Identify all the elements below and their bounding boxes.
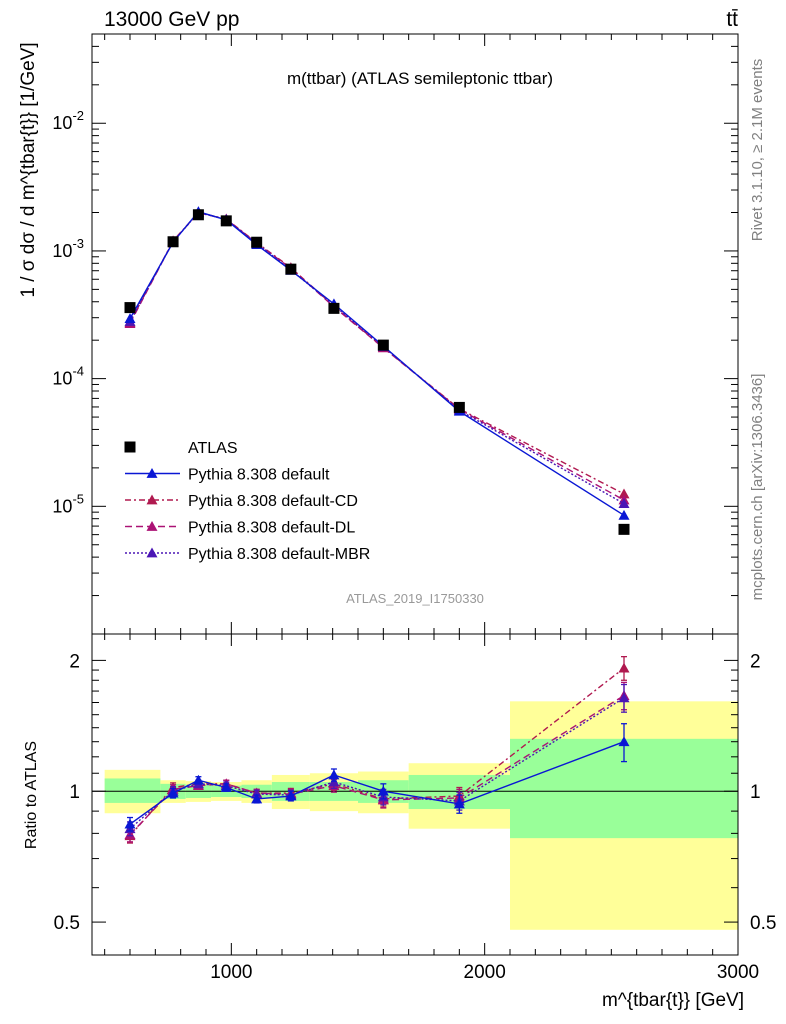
legend-marker [146, 547, 158, 558]
ratio-point [377, 785, 389, 796]
legend-entry: Pythia 8.308 default [188, 467, 330, 484]
ratio-point [618, 736, 630, 747]
ratio-frame [91, 633, 739, 956]
ratio-series-line [129, 741, 625, 825]
legend-entry: Pythia 8.308 default-CD [188, 493, 358, 510]
ratio-band-inner [104, 778, 161, 803]
main-frame [91, 33, 739, 635]
ratio-point [167, 787, 179, 798]
ratio-y-axis-title: Ratio to ATLAS [23, 741, 40, 849]
legend-entry-data: ATLAS [188, 440, 238, 457]
x-axis-title: m^{tbar{t}} [GeV] [602, 990, 744, 1011]
ratio-point [618, 692, 630, 703]
data-point [377, 339, 389, 351]
main-y-axis-title: 1 / σ dσ / d m^{tbar{t}} [1/GeV] [18, 42, 39, 297]
ratio-y-tick-label-right: 1 [750, 782, 761, 803]
plot-title: m(ttbar) (ATLAS semileptonic ttbar) [287, 69, 553, 88]
data-point [220, 215, 232, 227]
legend-marker [124, 441, 136, 453]
legend-marker [146, 494, 158, 505]
y-tick-label: 10-3 [52, 236, 84, 261]
ratio-point [220, 781, 232, 792]
legend-marker [146, 468, 158, 478]
series-line [129, 210, 625, 516]
series-point [618, 498, 630, 509]
ratio-point [618, 662, 630, 673]
legend-entry: Pythia 8.308 default-DL [188, 520, 355, 537]
mcplots-label: mcplots.cern.ch [arXiv:1306.3436] [749, 374, 766, 601]
ratio-point [285, 790, 297, 801]
ratio-point [328, 769, 340, 780]
ratio-y-tick-label-left: 2 [69, 651, 80, 672]
data-point [328, 302, 340, 314]
data-point [192, 209, 204, 221]
x-tick-label: 2000 [464, 962, 506, 983]
data-point [167, 236, 179, 248]
x-tick-label: 3000 [717, 962, 759, 983]
series-point [618, 488, 630, 499]
y-tick-label: 10-5 [52, 491, 84, 516]
ratio-panel: 0.5 0.5 1 1 2 2 [54, 633, 776, 956]
data-point [618, 523, 630, 535]
y-tick-label: 10-4 [52, 364, 84, 389]
data-point [453, 401, 465, 413]
series-point [618, 509, 630, 520]
ratio-y-tick-label-left: 0.5 [54, 913, 80, 934]
ratio-y-tick-label-right: 0.5 [750, 913, 776, 934]
ratio-point [192, 774, 204, 785]
ratio-point [453, 798, 465, 809]
process-label: tt̄ [726, 8, 738, 31]
main-panel: m(ttbar) (ATLAS semileptonic ttbar) ATLA… [52, 33, 739, 635]
ratio-series-line [129, 697, 625, 830]
beam-energy-label: 13000 GeV pp [104, 8, 239, 31]
y-tick-label: 10-2 [52, 108, 84, 133]
ratio-point [251, 793, 263, 804]
legend-marker [146, 521, 158, 531]
data-point [124, 302, 136, 314]
legend: ATLAS Pythia 8.308 default Pythia 8.308 de… [124, 440, 370, 563]
data-point [251, 236, 263, 248]
ratio-y-tick-label-left: 1 [69, 782, 80, 803]
legend-entry: Pythia 8.308 default-MBR [188, 546, 370, 563]
x-tick-label: 1000 [210, 962, 252, 983]
ratio-point [124, 818, 136, 829]
series-point [124, 313, 136, 324]
data-point [285, 263, 297, 275]
analysis-watermark: ATLAS_2019_I1750330 [346, 591, 484, 606]
ratio-y-tick-label-right: 2 [750, 651, 761, 672]
rivet-version-label: Rivet 3.1.10, ≥ 2.1M events [749, 59, 766, 242]
